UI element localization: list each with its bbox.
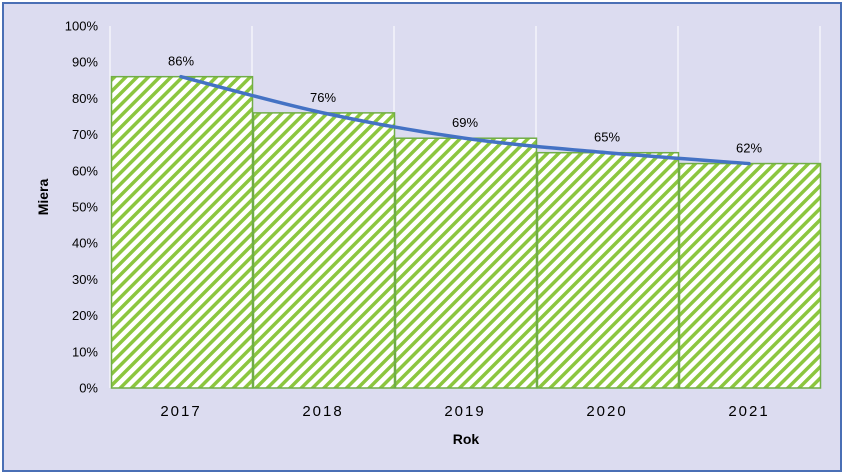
y-tick-label: 50% bbox=[72, 200, 98, 215]
x-axis-title: Rok bbox=[453, 431, 480, 447]
data-label-2021: 62% bbox=[736, 141, 762, 156]
y-tick-label: 100% bbox=[65, 19, 99, 34]
y-tick-label: 30% bbox=[72, 272, 98, 287]
y-tick-label: 60% bbox=[72, 163, 98, 178]
x-tick-label-2017: 2017 bbox=[160, 403, 201, 420]
y-tick-label: 40% bbox=[72, 236, 98, 251]
bar-2019 bbox=[394, 137, 538, 389]
y-tick-label: 20% bbox=[72, 308, 98, 323]
y-tick-label: 70% bbox=[72, 127, 98, 142]
bar-chart: 86% 76% 69% 65% 62% 0% 10% 20% 30% 40% 50% 60% 70% 8… bbox=[35, 19, 822, 447]
y-tick-label: 90% bbox=[72, 55, 98, 70]
x-tick-label-2018: 2018 bbox=[302, 403, 343, 420]
bar-2017 bbox=[110, 75, 254, 389]
y-tick-label: 10% bbox=[72, 344, 98, 359]
data-label-2018: 76% bbox=[310, 90, 336, 105]
data-label-2017: 86% bbox=[168, 54, 194, 69]
bar-2018 bbox=[252, 112, 396, 389]
trendline bbox=[179, 74, 751, 166]
bar-2021 bbox=[678, 162, 822, 389]
x-tick-label-2021: 2021 bbox=[728, 403, 769, 420]
y-tick-label: 0% bbox=[79, 381, 98, 396]
bar-2020 bbox=[536, 151, 680, 389]
x-tick-label-2019: 2019 bbox=[444, 403, 485, 420]
y-tick-label: 80% bbox=[72, 91, 98, 106]
data-label-2020: 65% bbox=[594, 130, 620, 145]
x-tick-label-2020: 2020 bbox=[586, 403, 627, 420]
data-label-2019: 69% bbox=[452, 115, 478, 130]
y-axis-title: Miera bbox=[35, 179, 51, 216]
